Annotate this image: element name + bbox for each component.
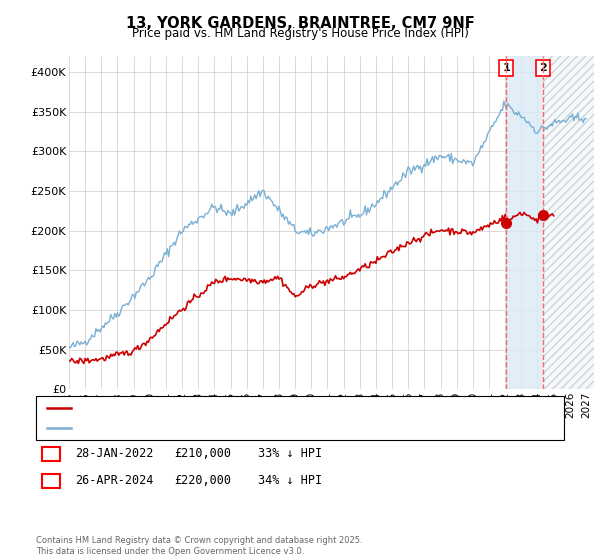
Text: 26-APR-2024: 26-APR-2024 (75, 474, 154, 487)
Text: 34% ↓ HPI: 34% ↓ HPI (258, 474, 322, 487)
Text: 13, YORK GARDENS, BRAINTREE, CM7 9NF (semi-detached house): 13, YORK GARDENS, BRAINTREE, CM7 9NF (se… (78, 403, 421, 413)
Text: 2: 2 (47, 474, 55, 487)
Text: 1: 1 (47, 447, 55, 460)
Text: £220,000: £220,000 (174, 474, 231, 487)
Text: 28-JAN-2022: 28-JAN-2022 (75, 447, 154, 460)
Bar (542, 56, 594, 389)
Text: 1: 1 (502, 63, 510, 73)
Bar (542, 56, 594, 389)
Bar (506, 56, 542, 389)
Bar (542, 56, 594, 389)
Text: HPI: Average price, semi-detached house, Braintree: HPI: Average price, semi-detached house,… (78, 423, 348, 433)
Text: £210,000: £210,000 (174, 447, 231, 460)
Text: Price paid vs. HM Land Registry's House Price Index (HPI): Price paid vs. HM Land Registry's House … (131, 27, 469, 40)
Text: 33% ↓ HPI: 33% ↓ HPI (258, 447, 322, 460)
Text: 13, YORK GARDENS, BRAINTREE, CM7 9NF: 13, YORK GARDENS, BRAINTREE, CM7 9NF (125, 16, 475, 31)
Text: 2: 2 (539, 63, 547, 73)
Text: Contains HM Land Registry data © Crown copyright and database right 2025.
This d: Contains HM Land Registry data © Crown c… (36, 536, 362, 556)
